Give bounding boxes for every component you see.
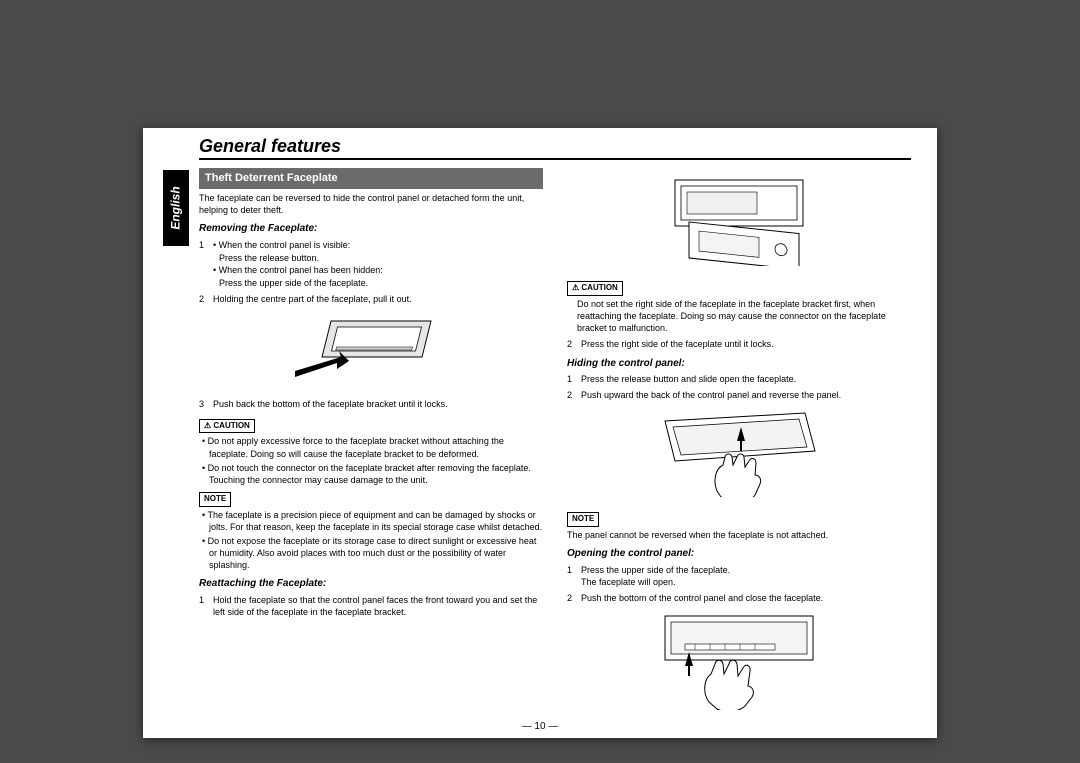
- subhead-reattaching: Reattaching the Faceplate:: [199, 577, 543, 591]
- step-text: Hold the faceplate so that the control p…: [213, 594, 543, 618]
- step-number: 2: [567, 389, 581, 401]
- step-3: 3 Push back the bottom of the faceplate …: [199, 398, 543, 410]
- note-label: NOTE: [567, 512, 599, 527]
- step-number: 3: [199, 398, 213, 410]
- caution-text: Do not set the right side of the facepla…: [567, 298, 911, 334]
- step-line: The faceplate will open.: [581, 576, 911, 588]
- left-column: Theft Deterrent Faceplate The faceplate …: [199, 168, 543, 718]
- step-text: • When the control panel is visible: Pre…: [213, 239, 543, 290]
- intro-text: The faceplate can be reversed to hide th…: [199, 192, 543, 216]
- step-text: Push the bottom of the control panel and…: [581, 592, 911, 604]
- content-columns: Theft Deterrent Faceplate The faceplate …: [199, 168, 911, 718]
- step-number: 2: [199, 293, 213, 305]
- step-number: 1: [199, 594, 213, 618]
- step-1: 1 • When the control panel is visible: P…: [199, 239, 543, 290]
- section-rule: [199, 158, 911, 160]
- subhead-hiding: Hiding the control panel:: [567, 357, 911, 371]
- figure-hide-panel: [567, 407, 911, 500]
- step-number: 1: [567, 564, 581, 588]
- sub-line: Press the upper side of the faceplate.: [213, 277, 543, 289]
- step-1: 1 Hold the faceplate so that the control…: [199, 594, 543, 618]
- step-text: Press the right side of the faceplate un…: [581, 338, 911, 350]
- step-1: 1 Press the release button and slide ope…: [567, 373, 911, 385]
- step-2: 2 Push upward the back of the control pa…: [567, 389, 911, 401]
- step-text: Push back the bottom of the faceplate br…: [213, 398, 543, 410]
- figure-open-panel: [567, 610, 911, 713]
- note-label: NOTE: [199, 492, 231, 507]
- section-title: General features: [199, 136, 341, 157]
- step-number: 1: [567, 373, 581, 385]
- note-list: The faceplate is a precision piece of eq…: [199, 509, 543, 572]
- page: English General features Theft Deterrent…: [143, 128, 937, 738]
- language-tab: English: [163, 170, 189, 246]
- step-text: Press the release button and slide open …: [581, 373, 911, 385]
- step-text: Holding the centre part of the faceplate…: [213, 293, 543, 305]
- step-2: 2 Push the bottom of the control panel a…: [567, 592, 911, 604]
- caution-item: Do not touch the connector on the facepl…: [209, 462, 543, 486]
- sub-line: Press the release button.: [213, 252, 543, 264]
- subhead-removing: Removing the Faceplate:: [199, 222, 543, 236]
- caution-list: Do not apply excessive force to the face…: [199, 435, 543, 486]
- figure-reattach: [567, 174, 911, 269]
- note-text: The panel cannot be reversed when the fa…: [567, 529, 911, 541]
- page-number: — 10 —: [143, 721, 937, 732]
- step-1: 1 Press the upper side of the faceplate.…: [567, 564, 911, 588]
- step-2: 2 Holding the centre part of the facepla…: [199, 293, 543, 305]
- note-item: Do not expose the faceplate or its stora…: [209, 535, 543, 571]
- step-line: Press the upper side of the faceplate.: [581, 564, 911, 576]
- sub-bullet: • When the control panel is visible:: [213, 239, 543, 251]
- sub-bullet: • When the control panel has been hidden…: [213, 264, 543, 276]
- caution-item: Do not apply excessive force to the face…: [209, 435, 543, 459]
- step-number: 1: [199, 239, 213, 290]
- step-text: Press the upper side of the faceplate. T…: [581, 564, 911, 588]
- language-label: English: [169, 186, 183, 229]
- figure-pull-faceplate: [199, 311, 543, 390]
- topic-header: Theft Deterrent Faceplate: [199, 168, 543, 189]
- caution-label: ⚠ CAUTION: [199, 419, 255, 434]
- step-number: 2: [567, 338, 581, 350]
- step-text: Push upward the back of the control pane…: [581, 389, 911, 401]
- caution-label: ⚠ CAUTION: [567, 281, 623, 296]
- right-column: ⚠ CAUTION Do not set the right side of t…: [567, 168, 911, 718]
- note-item: The faceplate is a precision piece of eq…: [209, 509, 543, 533]
- step-2: 2 Press the right side of the faceplate …: [567, 338, 911, 350]
- step-number: 2: [567, 592, 581, 604]
- subhead-opening: Opening the control panel:: [567, 547, 911, 561]
